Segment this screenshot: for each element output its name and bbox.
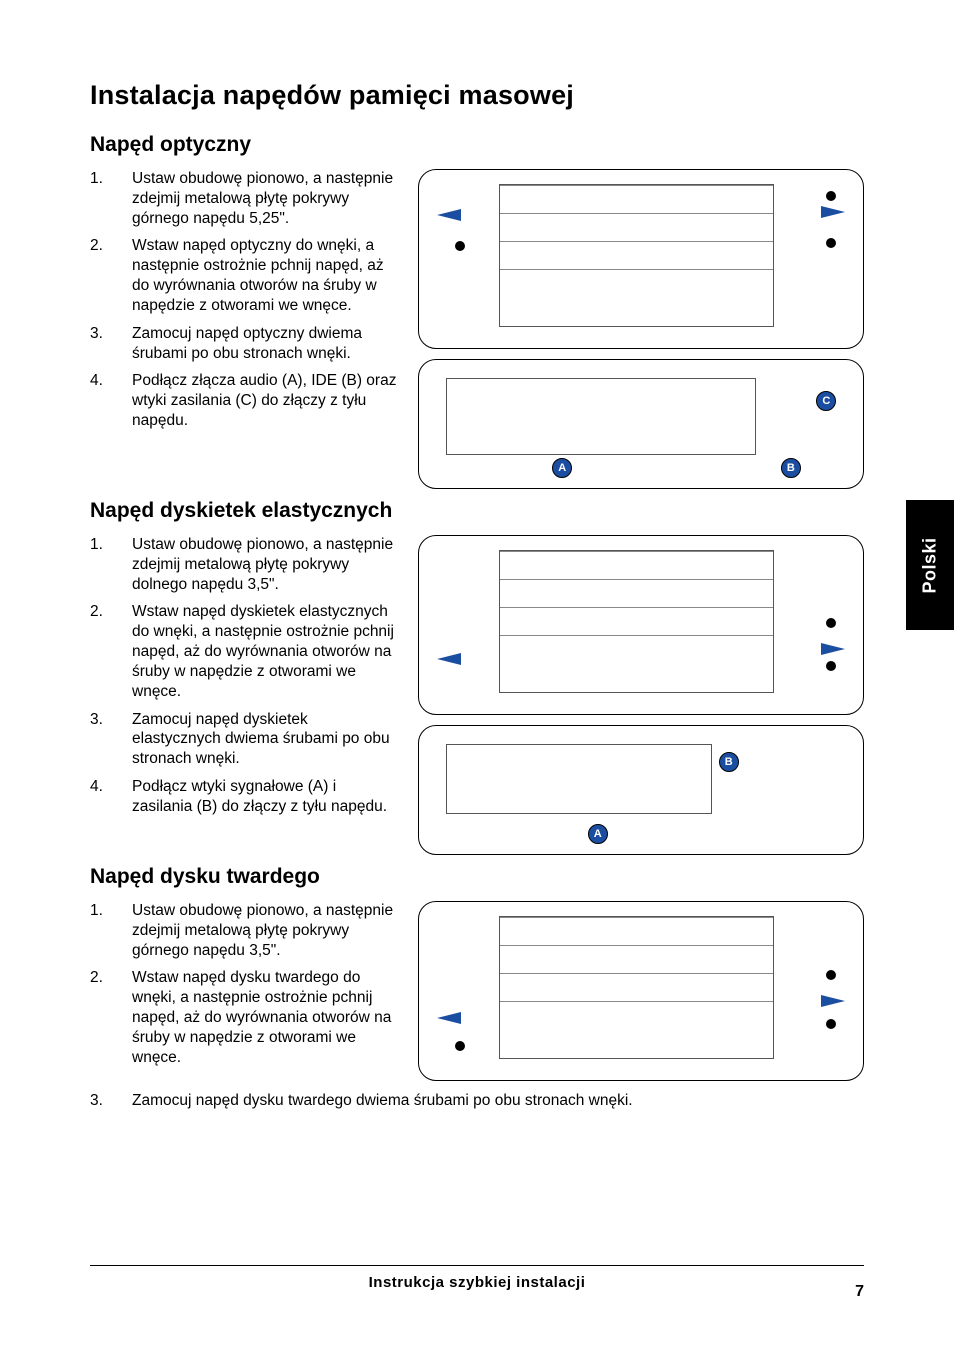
hdd-step-2: Wstaw napęd dysku twardego do wnęki, a n… bbox=[90, 968, 400, 1067]
page-title: Instalacja napędów pamięci masowej bbox=[90, 80, 864, 111]
figure-label-b: B bbox=[781, 458, 801, 478]
figure-optical-2: A B C bbox=[418, 359, 864, 489]
optical-step-3-text: Zamocuj napęd optyczny dwiema śrubami po… bbox=[132, 324, 400, 364]
optical-steps: Ustaw obudowę pionowo, a następnie zdejm… bbox=[90, 169, 400, 431]
floppy-step-2-text: Wstaw napęd dyskietek elastycznych do wn… bbox=[132, 602, 400, 701]
optical-step-4-text: Podłącz złącza audio (A), IDE (B) oraz w… bbox=[132, 371, 400, 430]
floppy-steps: Ustaw obudowę pionowo, a następnie zdejm… bbox=[90, 535, 400, 817]
optical-step-2-text: Wstaw napęd optyczny do wnęki, a następn… bbox=[132, 236, 400, 315]
optical-step-3: Zamocuj napęd optyczny dwiema śrubami po… bbox=[90, 324, 400, 364]
floppy-step-4: Podłącz wtyki sygnałowe (A) i zasilania … bbox=[90, 777, 400, 817]
optical-step-1: Ustaw obudowę pionowo, a następnie zdejm… bbox=[90, 169, 400, 228]
hdd-step-3: Zamocuj napęd dysku twardego dwiema śrub… bbox=[90, 1091, 864, 1111]
hdd-step-1-text: Ustaw obudowę pionowo, a następnie zdejm… bbox=[132, 901, 400, 960]
optical-step-1-text: Ustaw obudowę pionowo, a następnie zdejm… bbox=[132, 169, 400, 228]
hdd-step-2-text: Wstaw napęd dysku twardego do wnęki, a n… bbox=[132, 968, 400, 1067]
figure-label-a2: A bbox=[588, 824, 608, 844]
figure-label-c: C bbox=[816, 391, 836, 411]
page-number: 7 bbox=[855, 1283, 864, 1301]
language-tab: Polski bbox=[906, 500, 954, 630]
floppy-steps-col: Ustaw obudowę pionowo, a następnie zdejm… bbox=[90, 535, 400, 825]
hdd-steps: Ustaw obudowę pionowo, a następnie zdejm… bbox=[90, 901, 400, 1068]
optical-steps-col: Ustaw obudowę pionowo, a następnie zdejm… bbox=[90, 169, 400, 439]
language-tab-label: Polski bbox=[920, 537, 941, 593]
section-floppy: Ustaw obudowę pionowo, a następnie zdejm… bbox=[90, 535, 864, 855]
floppy-step-4-text: Podłącz wtyki sygnałowe (A) i zasilania … bbox=[132, 777, 400, 817]
figure-optical-1 bbox=[418, 169, 864, 349]
section-heading-optical: Napęd optyczny bbox=[90, 133, 864, 157]
figure-hdd-1 bbox=[418, 901, 864, 1081]
section-heading-floppy: Napęd dyskietek elastycznych bbox=[90, 499, 864, 523]
hdd-step-1: Ustaw obudowę pionowo, a następnie zdejm… bbox=[90, 901, 400, 960]
figure-label-a: A bbox=[552, 458, 572, 478]
hdd-step-3-text: Zamocuj napęd dysku twardego dwiema śrub… bbox=[132, 1091, 864, 1111]
figure-floppy-2: A B bbox=[418, 725, 864, 855]
section-hdd: Ustaw obudowę pionowo, a następnie zdejm… bbox=[90, 901, 864, 1081]
floppy-step-1-text: Ustaw obudowę pionowo, a następnie zdejm… bbox=[132, 535, 400, 594]
footer-text: Instrukcja szybkiej instalacji bbox=[369, 1274, 586, 1291]
hdd-steps-cont: Zamocuj napęd dysku twardego dwiema śrub… bbox=[90, 1091, 864, 1111]
section-heading-hdd: Napęd dysku twardego bbox=[90, 865, 864, 889]
hdd-figures bbox=[418, 901, 864, 1081]
hdd-steps-col: Ustaw obudowę pionowo, a następnie zdejm… bbox=[90, 901, 400, 1076]
floppy-figures: A B bbox=[418, 535, 864, 855]
figure-floppy-1 bbox=[418, 535, 864, 715]
optical-figures: A B C bbox=[418, 169, 864, 489]
optical-step-4: Podłącz złącza audio (A), IDE (B) oraz w… bbox=[90, 371, 400, 430]
hdd-step3-row: Zamocuj napęd dysku twardego dwiema śrub… bbox=[90, 1091, 864, 1111]
section-optical: Ustaw obudowę pionowo, a następnie zdejm… bbox=[90, 169, 864, 489]
floppy-step-1: Ustaw obudowę pionowo, a następnie zdejm… bbox=[90, 535, 400, 594]
footer: Instrukcja szybkiej instalacji bbox=[90, 1265, 864, 1291]
floppy-step-2: Wstaw napęd dyskietek elastycznych do wn… bbox=[90, 602, 400, 701]
optical-step-2: Wstaw napęd optyczny do wnęki, a następn… bbox=[90, 236, 400, 315]
figure-label-b2: B bbox=[719, 752, 739, 772]
floppy-step-3: Zamocuj napęd dyskietek elastycznych dwi… bbox=[90, 710, 400, 769]
floppy-step-3-text: Zamocuj napęd dyskietek elastycznych dwi… bbox=[132, 710, 400, 769]
